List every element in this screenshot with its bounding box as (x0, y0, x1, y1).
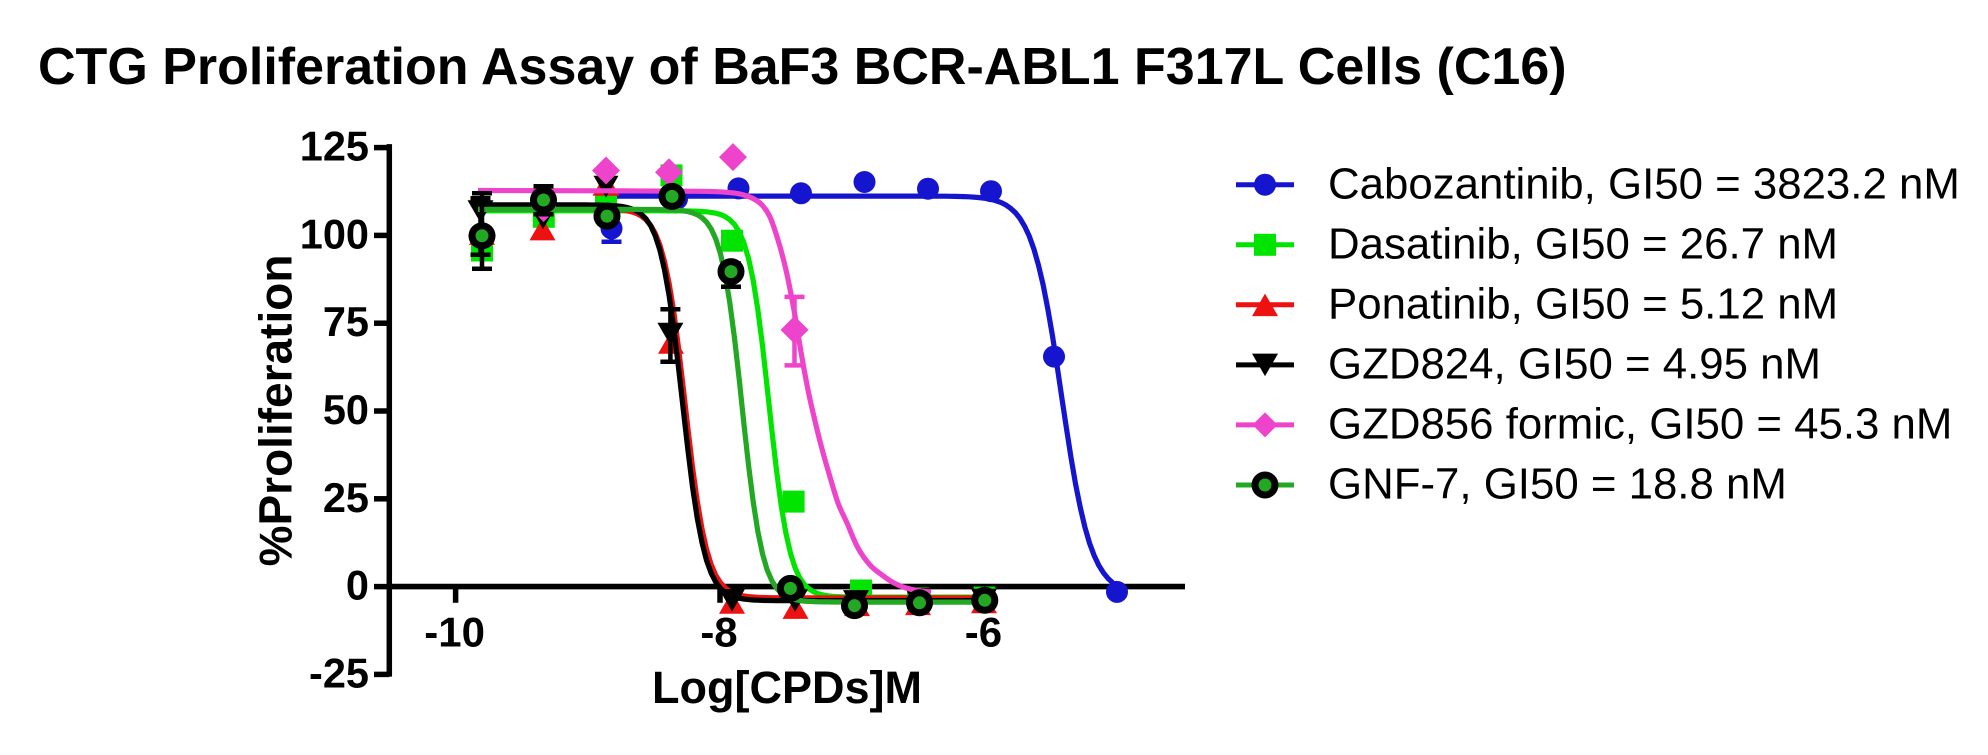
svg-text:0: 0 (346, 562, 369, 609)
svg-text:GZD824, GI50 = 4.95 nM: GZD824, GI50 = 4.95 nM (1328, 340, 1821, 389)
svg-text:GNF-7, GI50 = 18.8 nM: GNF-7, GI50 = 18.8 nM (1328, 460, 1787, 509)
svg-text:-6: -6 (965, 609, 1002, 656)
svg-text:Cabozantinib, GI50 = 3823.2 nM: Cabozantinib, GI50 = 3823.2 nM (1328, 159, 1960, 208)
svg-text:100: 100 (300, 210, 369, 257)
svg-text:-8: -8 (700, 609, 737, 656)
svg-text:75: 75 (323, 298, 369, 345)
svg-text:Ponatinib, GI50 = 5.12 nM: Ponatinib, GI50 = 5.12 nM (1328, 279, 1838, 328)
svg-text:GZD856 formic, GI50 = 45.3 nM: GZD856 formic, GI50 = 45.3 nM (1328, 400, 1952, 449)
svg-text:-25: -25 (309, 649, 369, 696)
svg-text:CTG Proliferation Assay of BaF: CTG Proliferation Assay of BaF3 BCR-ABL1… (38, 38, 1567, 96)
svg-text:Log[CPDs]M: Log[CPDs]M (652, 662, 922, 713)
svg-text:25: 25 (323, 474, 369, 521)
svg-text:125: 125 (300, 123, 369, 170)
svg-text:50: 50 (323, 386, 369, 433)
svg-text:Dasatinib, GI50 = 26.7 nM: Dasatinib, GI50 = 26.7 nM (1328, 219, 1838, 268)
svg-text:-10: -10 (424, 609, 485, 656)
svg-text:%Proliferation: %Proliferation (250, 255, 302, 567)
